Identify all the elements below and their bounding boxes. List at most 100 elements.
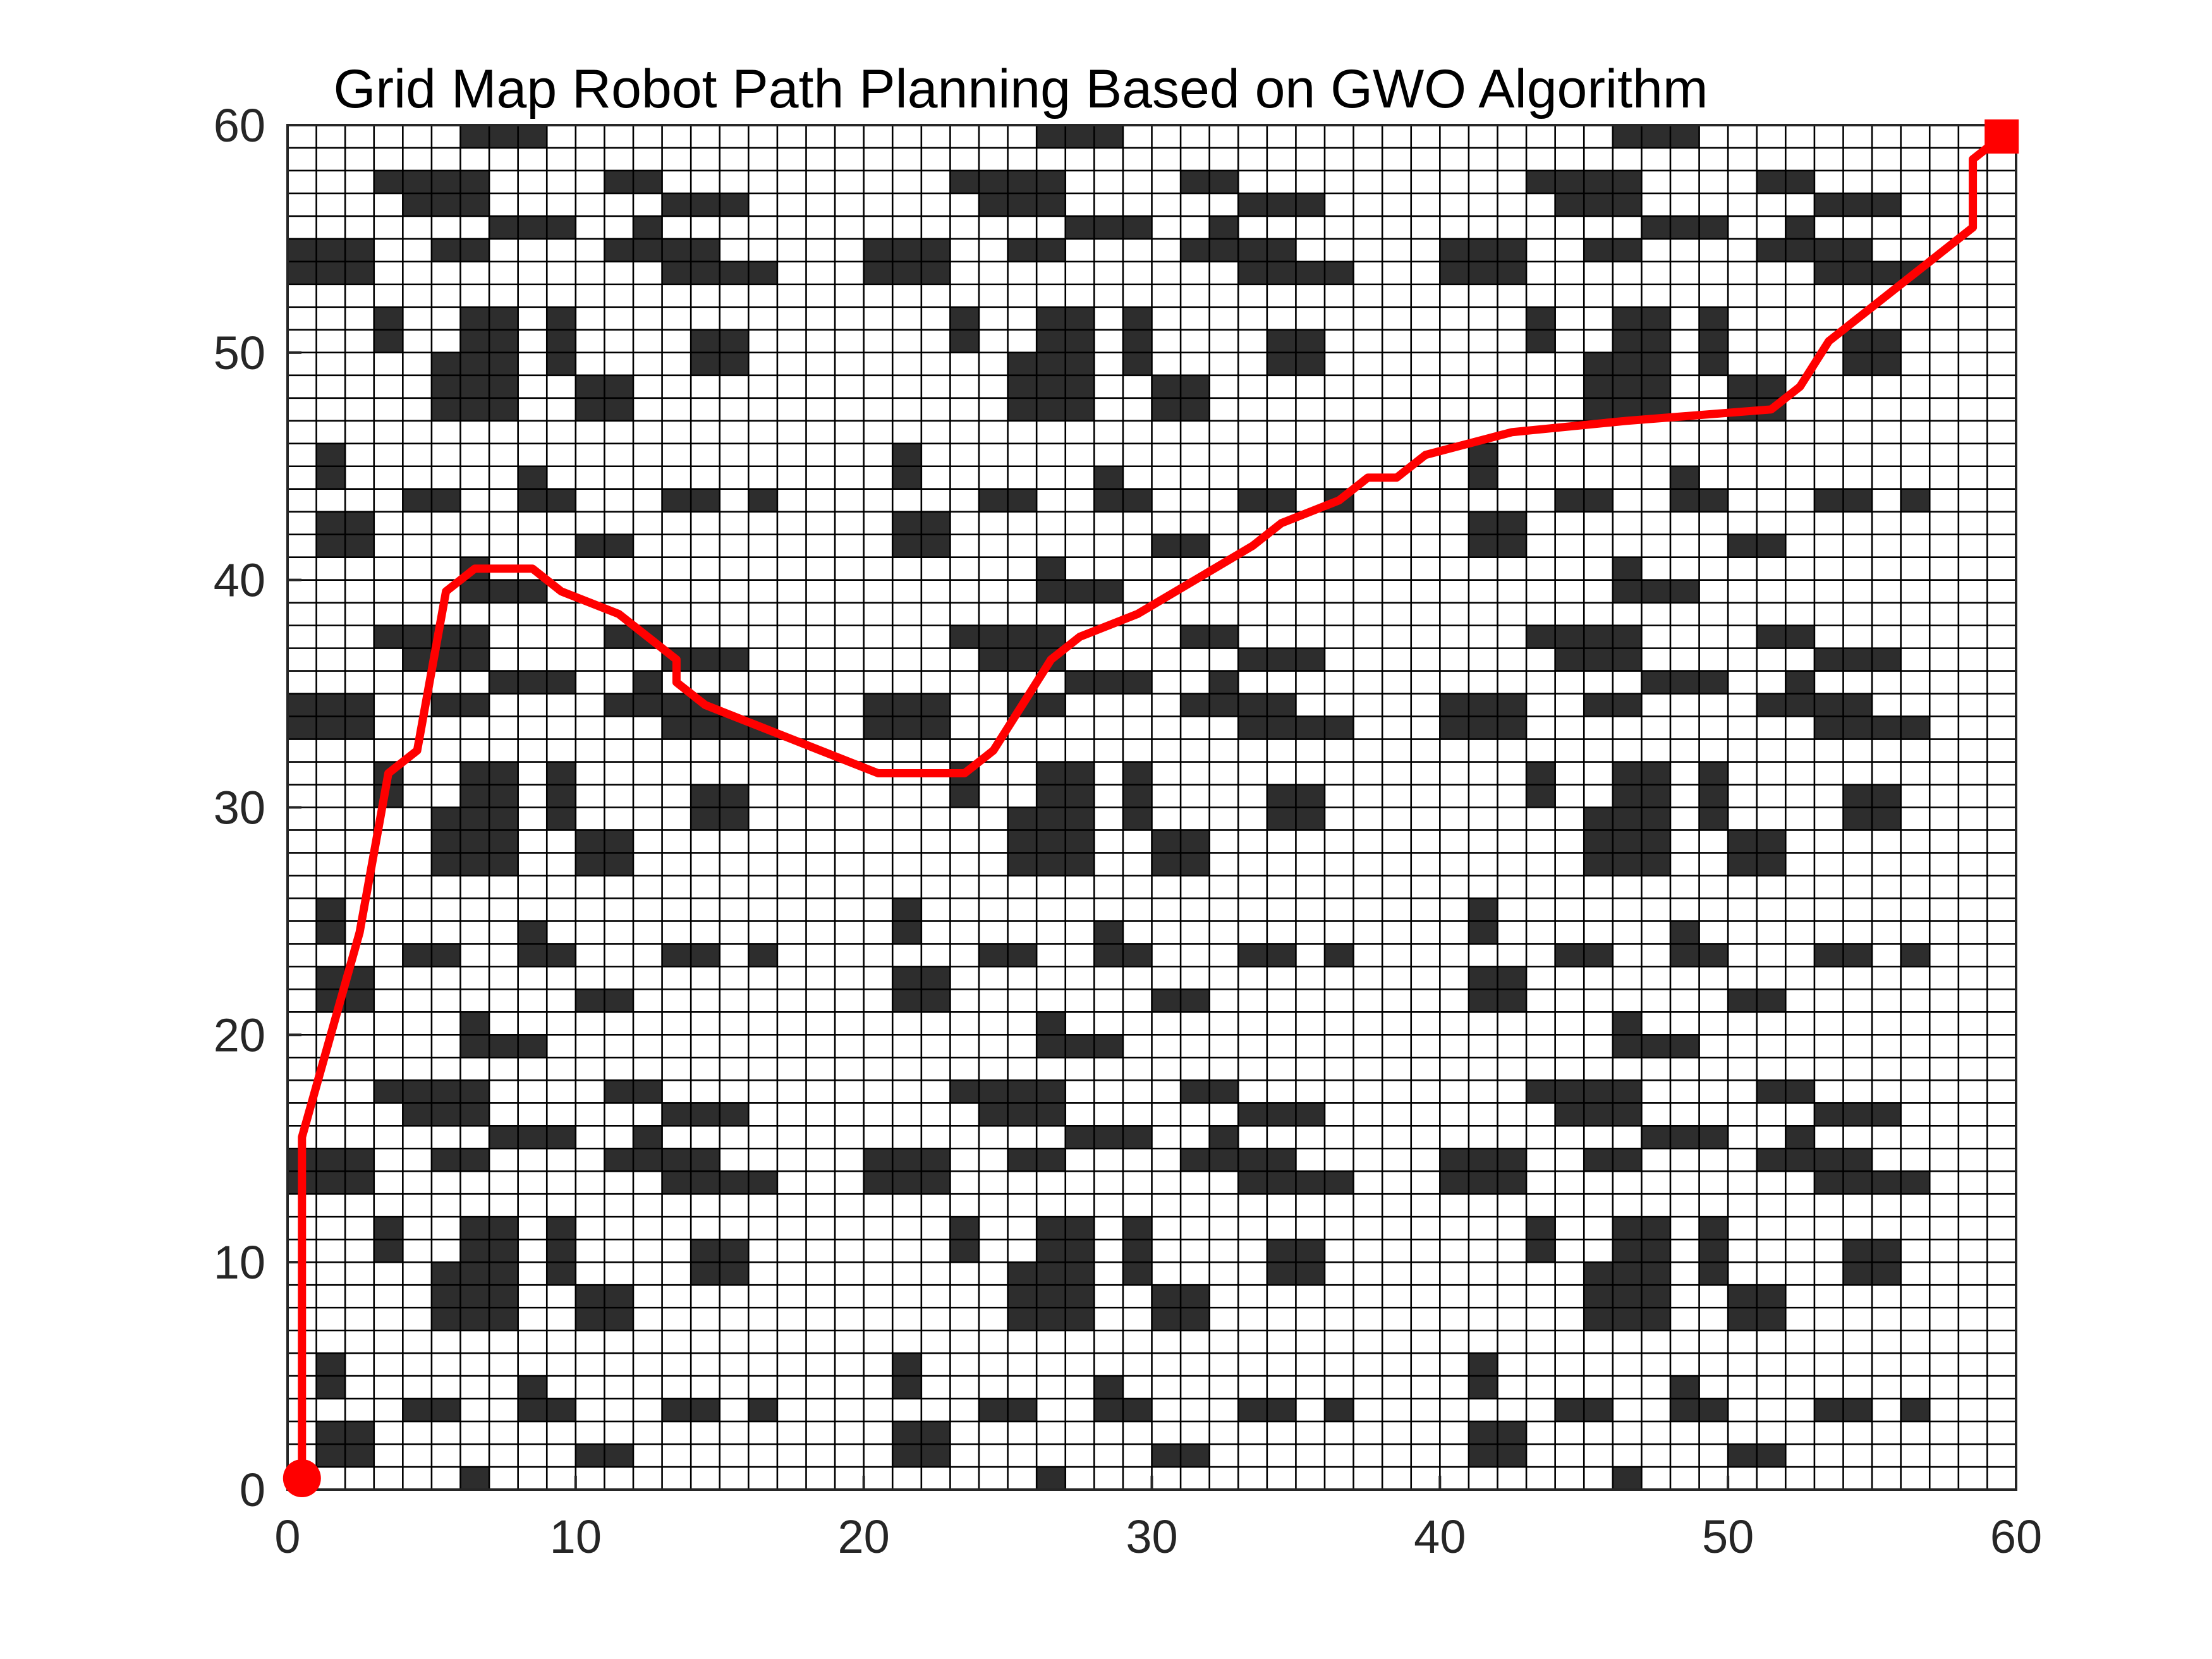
obstacle-cell [1122, 1217, 1152, 1285]
obstacle-cell [1036, 125, 1123, 148]
chart-title: Grid Map Robot Path Planning Based on GW… [334, 59, 1708, 119]
obstacle-cell [1526, 170, 1555, 193]
obstacle-cell [633, 1126, 662, 1149]
obstacle-cell [547, 489, 576, 512]
obstacle-cell [1036, 1012, 1066, 1035]
goal-point-marker [1984, 119, 2019, 154]
obstacle-cell [460, 1035, 547, 1058]
obstacle-cell [1526, 625, 1555, 648]
obstacle-cell [633, 671, 662, 694]
y-tick-label: 30 [214, 782, 265, 834]
obstacle-cell [1612, 125, 1699, 148]
obstacle-cell [748, 489, 777, 512]
obstacle-cell [489, 1126, 576, 1149]
obstacle-cell [950, 1080, 979, 1103]
obstacle-cell [374, 170, 403, 193]
obstacle-cell [1641, 216, 1729, 239]
obstacle-cell [1036, 580, 1123, 603]
obstacle-cell [1612, 580, 1699, 603]
y-tick-label: 40 [214, 554, 265, 607]
obstacle-cell [1238, 648, 1325, 671]
obstacle-cell [1065, 1126, 1152, 1149]
obstacle-cell [748, 1399, 777, 1422]
obstacle-cell [547, 762, 576, 830]
obstacle-cell [547, 307, 576, 375]
obstacle-cell [1612, 557, 1642, 580]
obstacle-cell [633, 216, 662, 239]
obstacle-cell [1325, 1399, 1354, 1422]
obstacle-cell [748, 944, 777, 967]
obstacle-cell [1584, 807, 1670, 876]
axis-ticks: 0 10 20 30 40 50 60 0 10 20 30 40 50 60 [214, 99, 2042, 1563]
obstacle-cell [1814, 648, 1901, 671]
obstacle-cell [1699, 307, 1729, 375]
obstacle-cell [1785, 671, 1814, 694]
obstacle-cell [1900, 1399, 1930, 1422]
obstacle-cell [1065, 671, 1152, 694]
obstacle-cell [1007, 1262, 1095, 1331]
obstacle-cell [1785, 216, 1814, 239]
obstacle-cell [1612, 1467, 1642, 1490]
obstacle-cell [489, 671, 576, 694]
obstacle-cell [1209, 216, 1239, 239]
obstacle-cell [1122, 307, 1152, 375]
obstacle-cell [1209, 1126, 1239, 1149]
start-point-marker [283, 1459, 321, 1498]
obstacle-cell [950, 625, 979, 648]
obstacle-cell [1122, 762, 1152, 830]
path-layer [283, 119, 2019, 1498]
obstacle-cell [662, 193, 749, 216]
obstacle-cell [547, 1217, 576, 1285]
x-tick-label: 20 [838, 1510, 890, 1563]
obstacle-cell [1699, 489, 1729, 512]
obstacle-cell [1584, 1262, 1670, 1331]
obstacle-cell [950, 170, 979, 193]
y-tick-label: 20 [214, 1009, 265, 1061]
obstacle-cell [547, 944, 576, 967]
obstacle-cell [1641, 1126, 1729, 1149]
obstacle-cell [1209, 671, 1239, 694]
obstacle-cell [1612, 1012, 1642, 1035]
y-tick-label: 60 [214, 99, 265, 152]
obstacle-cell [1900, 944, 1930, 967]
obstacle-cell [431, 1262, 518, 1331]
obstacle-cell [1814, 193, 1901, 216]
obstacle-cell [1036, 1467, 1066, 1490]
y-tick-label: 0 [240, 1464, 265, 1516]
obstacle-cell [1325, 944, 1354, 967]
obstacle-cell [460, 580, 547, 603]
obstacle-cell [460, 1467, 490, 1490]
obstacle-cell [1785, 1126, 1814, 1149]
obstacle-cell [1007, 807, 1095, 876]
obstacle-cell [1036, 1035, 1123, 1058]
grid-lines [286, 124, 2017, 1491]
obstacle-cell [431, 352, 518, 421]
obstacle-cell [547, 1399, 576, 1422]
obstacle-cell [374, 625, 403, 648]
obstacle-cell [1122, 944, 1152, 967]
obstacle-cell [460, 1012, 490, 1035]
robot-path-line [298, 132, 2006, 1483]
obstacle-cell [431, 807, 518, 876]
x-tick-label: 0 [274, 1510, 300, 1563]
y-tick-label: 10 [214, 1236, 265, 1289]
obstacle-cell [489, 216, 576, 239]
x-tick-label: 30 [1126, 1510, 1177, 1563]
obstacle-cell [374, 1080, 403, 1103]
obstacle-cell [1699, 1217, 1729, 1285]
obstacle-cell [1036, 557, 1066, 580]
obstacle-cell [662, 1103, 749, 1126]
x-tick-label: 40 [1414, 1510, 1466, 1563]
y-tick-label: 50 [214, 327, 265, 379]
x-tick-label: 10 [550, 1510, 602, 1563]
obstacle-cell [1612, 1035, 1699, 1058]
x-tick-label: 50 [1702, 1510, 1754, 1563]
obstacle-cell [1699, 1399, 1729, 1422]
obstacle-cell [1584, 352, 1670, 421]
obstacle-cell [1900, 489, 1930, 512]
obstacle-cell [1526, 1080, 1555, 1103]
obstacle-cell [1238, 193, 1325, 216]
obstacle-cell [1699, 762, 1729, 830]
obstacle-cell [1641, 671, 1729, 694]
